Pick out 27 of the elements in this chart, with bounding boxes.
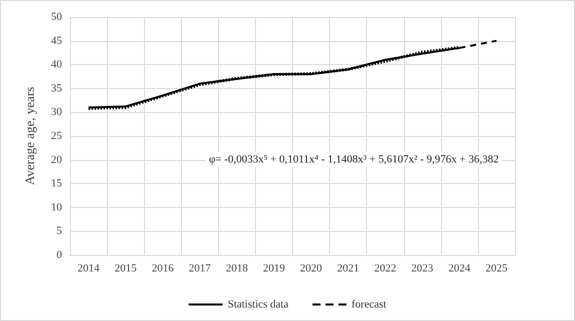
y-tick-label: 25 <box>51 130 62 142</box>
y-tick-label: 10 <box>51 201 62 214</box>
x-tick-label: 2019 <box>262 262 286 274</box>
y-tick-label: 35 <box>51 82 62 94</box>
annotation: φ= -0,0033x⁵ + 0,1011x⁴ - 1,1408x³ + 5,6107x² - 9,976x + 36,382 <box>209 154 499 166</box>
y-tick-label: 45 <box>51 34 62 47</box>
x-tick-label: 2014 <box>78 262 100 274</box>
y-tick-label: 5 <box>56 225 62 238</box>
y-tick-label: 30 <box>51 106 62 118</box>
x-tick-label: 2016 <box>152 262 174 274</box>
x-tick-label: 2015 <box>114 262 138 274</box>
y-tick-label: 40 <box>51 58 62 71</box>
x-tick-label: 2022 <box>374 262 396 274</box>
x-tick-label: 2018 <box>226 262 248 274</box>
x-tick-label: 2024 <box>448 262 471 274</box>
y-tick-label: 15 <box>51 178 62 190</box>
x-tick-label: 2025 <box>485 262 508 274</box>
legend-label: forecast <box>351 298 386 310</box>
y-tick-label: 0 <box>56 249 62 261</box>
x-tick-label: 2020 <box>300 262 323 274</box>
x-tick-label: 2023 <box>411 262 434 274</box>
y-axis-title: Average age, years <box>22 86 37 186</box>
x-tick-label: 2017 <box>188 262 212 274</box>
y-tick-label: 50 <box>51 11 62 23</box>
y-tick-label: 20 <box>51 154 62 166</box>
legend-label: Statistics data <box>228 298 289 310</box>
x-tick-label: 2021 <box>337 262 360 274</box>
